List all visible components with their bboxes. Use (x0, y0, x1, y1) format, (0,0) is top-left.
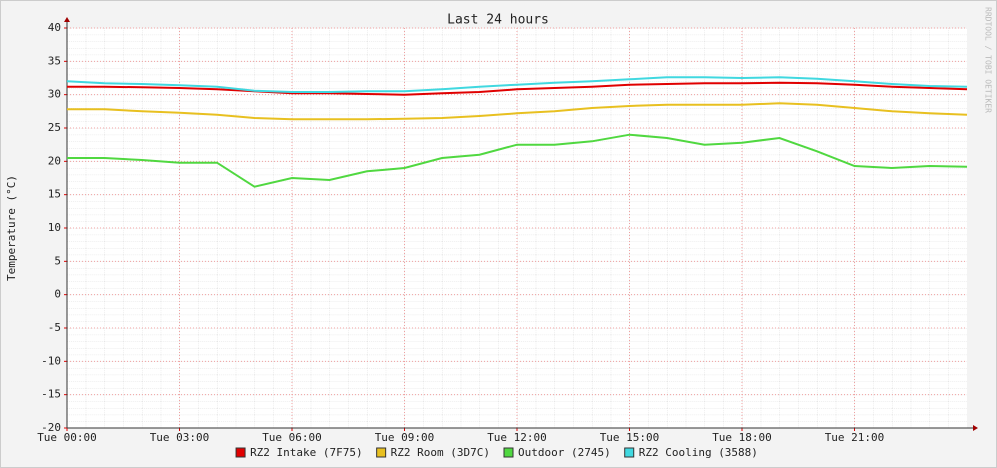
x-tick-label: Tue 21:00 (825, 431, 885, 444)
legend-label: Outdoor (2745) (518, 446, 611, 459)
x-tick-label: Tue 18:00 (712, 431, 772, 444)
x-tick-label: Tue 06:00 (262, 431, 322, 444)
legend-swatch (235, 447, 246, 458)
y-tick-label: 5 (54, 254, 61, 267)
y-tick-label: -15 (41, 388, 61, 401)
legend-label: RZ2 Intake (7F75) (250, 446, 363, 459)
y-tick-label: 20 (48, 154, 61, 167)
y-tick-label: 10 (48, 221, 61, 234)
y-tick-label: 15 (48, 188, 61, 201)
y-axis-arrow (64, 17, 70, 22)
y-axis-label: Temperature (°C) (5, 175, 18, 281)
y-tick-label: 25 (48, 121, 61, 134)
legend-label: RZ2 Room (3D7C) (391, 446, 490, 459)
x-tick-label: Tue 09:00 (375, 431, 435, 444)
legend-swatch (503, 447, 514, 458)
legend-swatch (376, 447, 387, 458)
x-tick-label: Tue 00:00 (37, 431, 97, 444)
y-tick-label: 35 (48, 54, 61, 67)
series-line (67, 102, 968, 121)
series-line (67, 133, 968, 188)
legend-label: RZ2 Cooling (3588) (639, 446, 758, 459)
chart-title: Last 24 hours (447, 13, 549, 28)
y-tick-label: -10 (41, 354, 61, 367)
y-tick-label: 0 (54, 288, 61, 301)
y-tick-label: -5 (48, 321, 61, 334)
series-line (67, 81, 968, 96)
series-line (66, 76, 968, 93)
x-axis-arrow (973, 425, 978, 431)
x-tick-label: Tue 12:00 (487, 431, 547, 444)
watermark: RRDTOOL / TOBI OETIKER (984, 7, 993, 113)
legend-swatch (624, 447, 635, 458)
x-tick-label: Tue 15:00 (600, 431, 660, 444)
y-tick-label: -20 (41, 421, 61, 434)
y-tick-label: 30 (48, 88, 61, 101)
legend: RZ2 Intake (7F75) RZ2 Room (3D7C) Outdoor … (235, 446, 758, 459)
y-tick-label: 40 (48, 21, 61, 34)
x-tick-label: Tue 03:00 (150, 431, 210, 444)
